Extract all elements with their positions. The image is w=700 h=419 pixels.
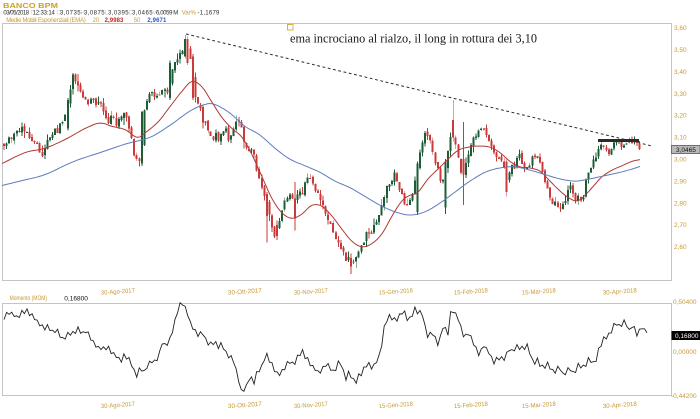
svg-text:0,00000: 0,00000 xyxy=(673,349,697,356)
svg-text:3,50: 3,50 xyxy=(674,47,687,54)
svg-text:Momento (MOM): Momento (MOM) xyxy=(10,296,48,302)
svg-text:3,0465: 3,0465 xyxy=(676,147,696,154)
svg-text:3,30: 3,30 xyxy=(674,91,687,98)
svg-text:2,80: 2,80 xyxy=(674,200,687,207)
svg-text:12:33:14: 12:33:14 xyxy=(33,11,56,17)
svg-text:3,0875: 3,0875 xyxy=(84,11,105,17)
svg-text:6,0059 M: 6,0059 M xyxy=(156,11,178,17)
svg-text:3,0465: 3,0465 xyxy=(132,11,153,17)
svg-text:2,90: 2,90 xyxy=(674,178,687,185)
svg-text:Var%: Var% xyxy=(182,11,197,17)
svg-text:3,10: 3,10 xyxy=(674,135,687,142)
svg-text:3,0735: 3,0735 xyxy=(60,11,81,17)
svg-text:3,20: 3,20 xyxy=(674,113,687,120)
svg-text:3,40: 3,40 xyxy=(674,69,687,76)
svg-text:3,00: 3,00 xyxy=(674,157,687,164)
svg-text:BANCO BPM: BANCO BPM xyxy=(3,1,58,10)
svg-text:2,70: 2,70 xyxy=(674,222,687,229)
svg-text:2,60: 2,60 xyxy=(674,244,687,251)
svg-text:0,50400: 0,50400 xyxy=(673,299,697,306)
svg-text:-0,44200: -0,44200 xyxy=(671,393,697,400)
svg-text:ema incrociano al rialzo, il l: ema incrociano al rialzo, il long in rot… xyxy=(290,31,537,46)
svg-text:03/05/2018: 03/05/2018 xyxy=(3,11,29,17)
svg-text:0,16800: 0,16800 xyxy=(675,333,699,340)
svg-text:0,16800: 0,16800 xyxy=(64,296,88,303)
svg-text:3,0395: 3,0395 xyxy=(108,11,129,17)
svg-text:3,60: 3,60 xyxy=(674,25,687,32)
svg-text:-1,1679: -1,1679 xyxy=(198,11,221,17)
